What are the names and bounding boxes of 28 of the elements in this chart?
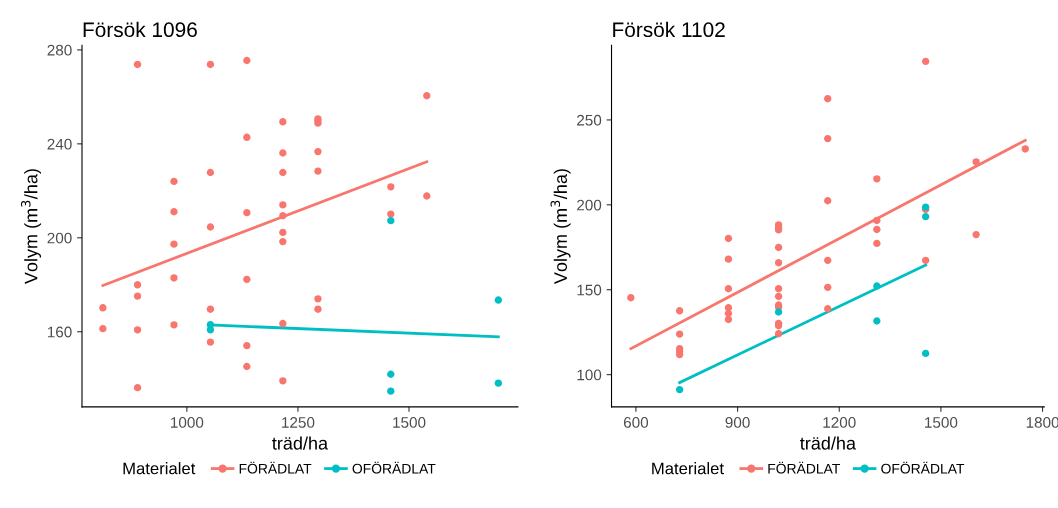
x-axis-title: träd/ha <box>272 436 329 450</box>
legend-label: OFÖRÄDLAT <box>352 461 436 474</box>
y-tick-label: 250 <box>577 114 602 126</box>
legend-label: FÖRÄDLAT <box>239 461 312 474</box>
legend-label: OFÖRÄDLAT <box>881 461 965 474</box>
x-tick-label: 1200 <box>823 417 856 428</box>
chart-title: Försök 1102 <box>613 21 725 38</box>
chart-title: Försök 1096 <box>83 21 197 38</box>
y-tick-label: 280 <box>47 44 72 56</box>
legend-label: FÖRÄDLAT <box>768 461 840 474</box>
y-tick-label: 150 <box>577 284 602 296</box>
y-tick-label: 160 <box>47 326 72 338</box>
x-tick-label: 1000 <box>171 417 204 428</box>
x-tick-label: 1800 <box>1026 417 1058 428</box>
y-axis-title: Volym (m$^{3}$/ha) <box>550 169 571 285</box>
y-tick-label: 100 <box>577 369 602 381</box>
y-tick-label: 240 <box>47 138 72 150</box>
x-tick-label: 1500 <box>925 417 958 428</box>
y-axis-title: Volym (m$^{3}$/ha) <box>21 169 42 285</box>
x-tick-label: 900 <box>725 417 750 428</box>
x-axis-title: träd/ha <box>800 436 856 450</box>
x-tick-label: 1500 <box>393 417 426 428</box>
legend-title: Materialet <box>652 462 724 475</box>
x-tick-label: 600 <box>623 417 649 428</box>
x-tick-label: 1250 <box>282 417 315 428</box>
y-tick-label: 200 <box>577 199 602 211</box>
y-tick-label: 200 <box>47 232 72 244</box>
legend-title: Materialet <box>123 462 196 475</box>
